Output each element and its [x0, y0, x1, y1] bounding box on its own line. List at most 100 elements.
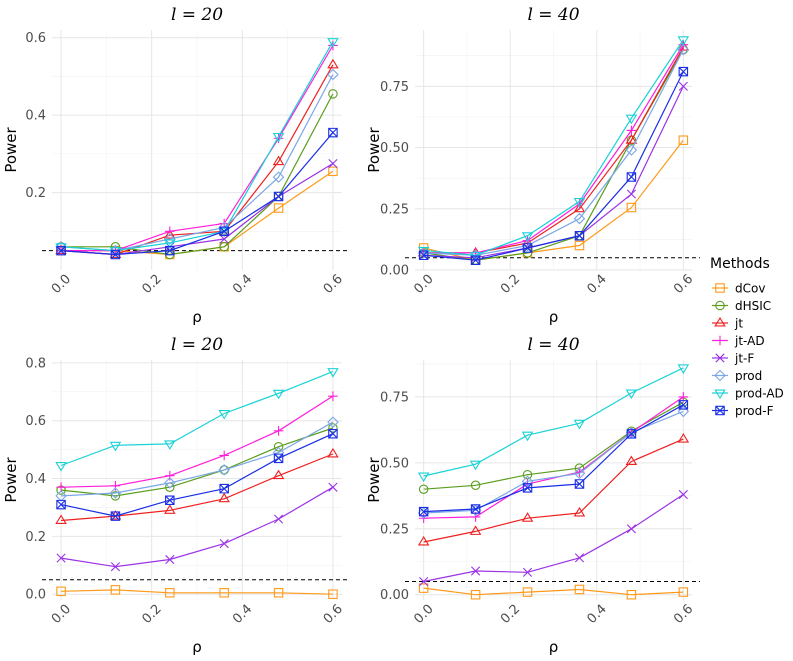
y-tick-label: 0.25 [380, 202, 409, 217]
data-point-jt-F [471, 566, 481, 576]
x-tick-label: 0.2 [498, 272, 523, 297]
data-point-prod-F [328, 127, 338, 138]
data-point-dHSIC [219, 242, 229, 252]
data-point-prod-AD [521, 232, 534, 242]
series-line-prod-AD [423, 39, 684, 256]
data-point-prod-F [418, 250, 429, 261]
panel-4: 0.0 0.2 0.4 0.6 0.00 0.25 0.50 0.75 l = 40 ρ Power [365, 335, 700, 656]
data-point-jt [573, 506, 586, 517]
legend-item-dHSIC: dHSIC [712, 299, 771, 313]
x-tick-label: 0.2 [498, 602, 523, 627]
y-tick-label: 0.50 [380, 456, 409, 471]
data-point-prod-F [328, 428, 338, 439]
data-point-prod-AD [327, 38, 339, 48]
series-line-prod-F [423, 71, 684, 261]
data-point-dHSIC [522, 469, 533, 480]
data-point-prod-F [56, 245, 66, 256]
x-tick-label: 0.0 [49, 602, 74, 627]
data-point-jt-AD [165, 470, 175, 481]
data-point-prod-AD [573, 197, 586, 208]
legend-marker-jt [714, 316, 726, 327]
panel-title: l = 40 [527, 5, 579, 25]
data-point-jt-AD [219, 450, 229, 461]
data-point-dCov [470, 589, 481, 600]
data-point-jt-AD [110, 480, 121, 491]
data-point-prod [573, 467, 586, 480]
series-line-jt-F [423, 493, 684, 583]
data-point-dCov [219, 588, 229, 598]
data-point-jt-AD [626, 125, 637, 136]
data-point-jt [164, 229, 176, 239]
data-point-jt [327, 58, 339, 69]
legend-marker-prod-AD [714, 389, 726, 400]
legend-label: dHSIC [735, 299, 771, 313]
x-tick-label: 0.2 [139, 602, 164, 627]
data-point-jt-F [678, 489, 688, 500]
series-line-prod [61, 421, 334, 497]
data-point-dHSIC [219, 465, 229, 475]
legend-label: prod-F [735, 404, 774, 418]
panel-title: l = 20 [171, 5, 223, 25]
data-point-jt [55, 514, 67, 524]
x-tick-label: 0.6 [321, 272, 346, 297]
data-point-jt-F [110, 562, 121, 572]
x-tick-label: 0.6 [321, 602, 346, 627]
data-point-prod [272, 446, 285, 459]
data-point-prod-AD [164, 239, 176, 249]
data-point-dCov [522, 587, 533, 597]
data-point-prod-F [219, 226, 229, 237]
data-point-prod-F [418, 506, 429, 517]
series-line-dCov [423, 139, 684, 261]
data-point-dCov [110, 585, 121, 595]
legend-items: dCov dHSIC jt jt-AD jt-F prod prod-AD prod-F [712, 282, 784, 418]
x-axis-title: ρ [549, 308, 559, 326]
data-point-dCov [574, 240, 585, 251]
data-point-prod-AD [677, 364, 690, 374]
data-point-dHSIC [273, 441, 284, 452]
data-point-prod-AD [272, 389, 285, 400]
data-point-jt-F [219, 234, 229, 244]
data-point-prod [164, 233, 176, 245]
data-point-prod [272, 171, 285, 183]
data-point-jt-F [328, 482, 338, 492]
y-tick-label: 0.2 [25, 530, 46, 545]
series-line-prod-F [60, 433, 334, 517]
data-point-dHSIC [328, 89, 338, 99]
legend-label: jt [734, 317, 743, 331]
x-tick-label: 0.2 [139, 272, 164, 297]
y-tick-label: 0.6 [25, 414, 46, 429]
data-point-jt-AD [328, 391, 338, 401]
series-line-prod-AD [60, 371, 334, 467]
x-tick-label: 0.6 [671, 272, 696, 297]
series-line-dCov [61, 589, 333, 595]
data-point-prod-AD [164, 440, 176, 450]
data-point-prod-AD [625, 389, 638, 400]
series-line-prod-AD [61, 41, 334, 252]
series-line-jt [423, 438, 684, 543]
data-point-prod-F [273, 453, 284, 464]
data-point-prod-AD [272, 132, 285, 143]
data-point-jt [469, 525, 482, 535]
data-point-dHSIC [110, 491, 121, 501]
data-point-prod-AD [469, 460, 482, 471]
y-axis-title: Power [2, 126, 20, 172]
data-point-jt [677, 433, 690, 443]
data-point-prod [327, 68, 339, 81]
legend-marker-dCov [715, 283, 725, 293]
x-tick-label: 0.0 [411, 272, 436, 297]
data-point-prod-F [273, 191, 284, 202]
legend-marker-jt-F [715, 353, 725, 363]
legend-label: prod-AD [735, 387, 784, 401]
panel-1: 0.0 0.2 0.4 0.6 0.2 0.4 0.6 l = 20 ρ Power [2, 5, 350, 326]
data-point-jt [327, 447, 339, 458]
data-point-jt-F [626, 189, 636, 199]
legend-marker-prod-F [715, 405, 725, 416]
series-line-jt-F [61, 486, 334, 568]
panel-2: 0.0 0.2 0.4 0.6 0.00 0.25 0.50 0.75 l = 40 ρ Power [365, 5, 700, 326]
data-point-dCov [328, 166, 338, 177]
data-point-jt-F [678, 81, 688, 91]
y-tick-label: 0.25 [380, 522, 409, 537]
data-point-prod-AD [573, 419, 586, 430]
x-axis-title: ρ [192, 308, 202, 326]
